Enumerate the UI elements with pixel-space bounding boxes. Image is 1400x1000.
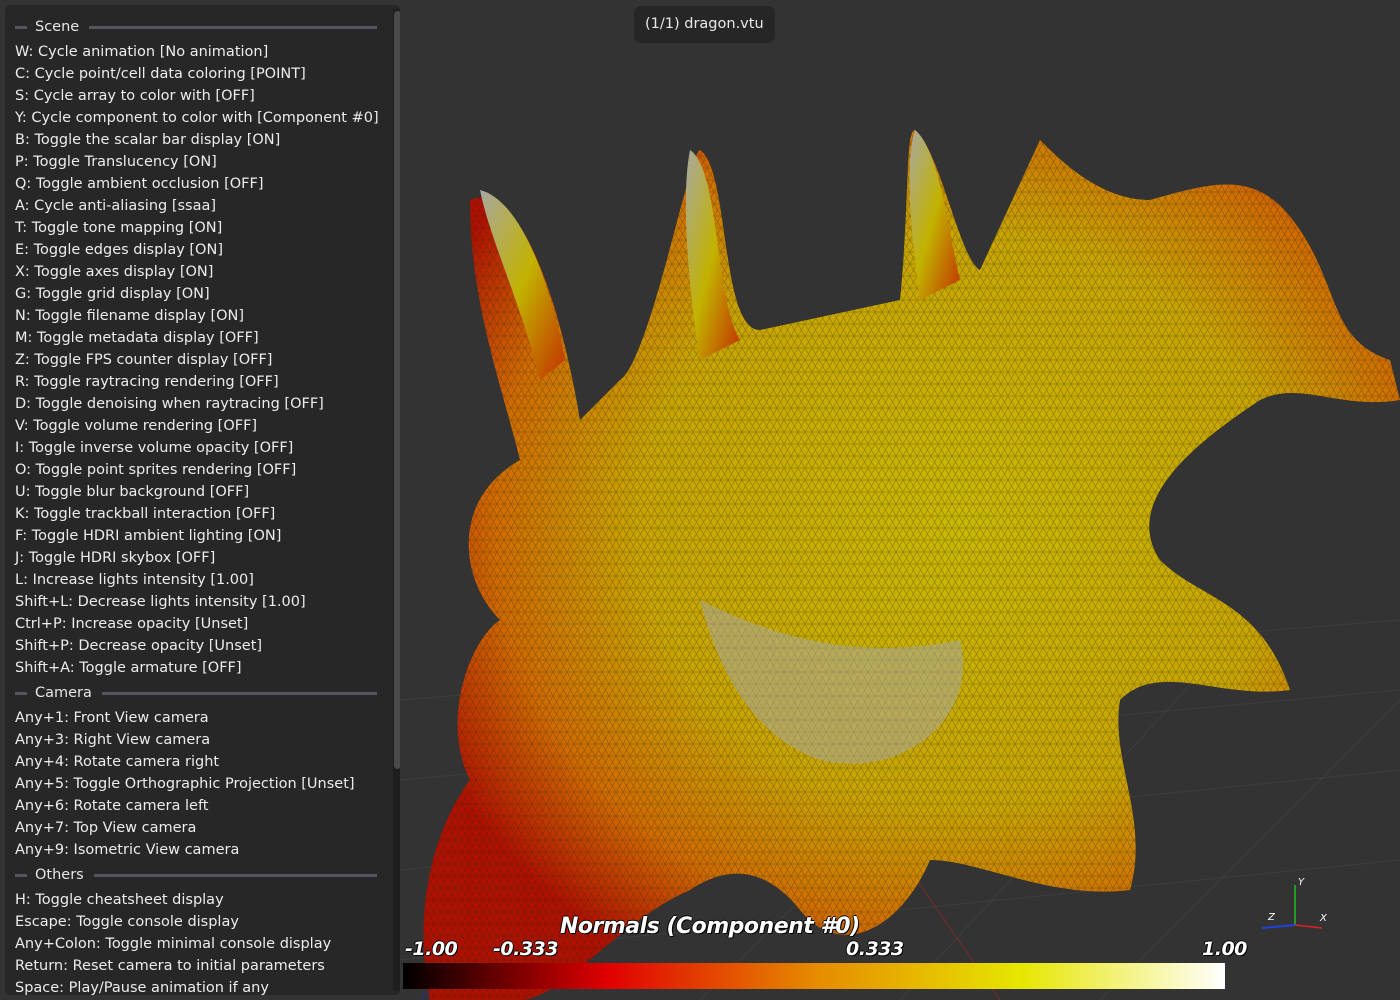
cheatsheet-item: Any+6: Rotate camera left	[15, 798, 209, 814]
axis-y-label: Y	[1298, 877, 1305, 888]
cheatsheet-item: I: Toggle inverse volume opacity [OFF]	[15, 440, 294, 456]
cheatsheet-item: Space: Play/Pause animation if any	[15, 980, 269, 995]
section-header-camera: Camera	[15, 683, 377, 703]
scalar-bar-tick: -1.00	[405, 938, 458, 960]
filename-label: (1/1) dragon.vtu	[634, 6, 775, 43]
cheatsheet-item: Ctrl+P: Increase opacity [Unset]	[15, 616, 249, 632]
axes-widget	[1261, 885, 1323, 929]
cheatsheet-item: T: Toggle tone mapping [ON]	[15, 220, 223, 236]
cheatsheet-item: Any+5: Toggle Orthographic Projection [U…	[15, 776, 355, 792]
divider	[89, 25, 377, 29]
cheatsheet-item: K: Toggle trackball interaction [OFF]	[15, 506, 276, 522]
cheatsheet-scrollbar[interactable]	[393, 9, 400, 991]
cheatsheet-item: O: Toggle point sprites rendering [OFF]	[15, 462, 297, 478]
divider	[15, 691, 27, 695]
cheatsheet-item: E: Toggle edges display [ON]	[15, 242, 223, 258]
cheatsheet-item: Z: Toggle FPS counter display [OFF]	[15, 352, 273, 368]
cheatsheet-item: F: Toggle HDRI ambient lighting [ON]	[15, 528, 282, 544]
cheatsheet-item: V: Toggle volume rendering [OFF]	[15, 418, 258, 434]
cheatsheet-item: Any+3: Right View camera	[15, 732, 211, 748]
cheatsheet-item: C: Cycle point/cell data coloring [POINT…	[15, 66, 306, 82]
scalar-bar-tick: 0.333	[846, 938, 904, 960]
cheatsheet-item: H: Toggle cheatsheet display	[15, 892, 224, 908]
divider	[101, 691, 377, 695]
cheatsheet-item: S: Cycle array to color with [OFF]	[15, 88, 255, 104]
section-title: Scene	[35, 19, 80, 35]
divider	[93, 873, 377, 877]
cheatsheet-item: Any+1: Front View camera	[15, 710, 209, 726]
cheatsheet-item: M: Toggle metadata display [OFF]	[15, 330, 259, 346]
cheatsheet-item: A: Cycle anti-aliasing [ssaa]	[15, 198, 217, 214]
cheatsheet-item: Any+7: Top View camera	[15, 820, 197, 836]
cheatsheet-item: Escape: Toggle console display	[15, 914, 239, 930]
cheatsheet-panel: Scene W: Cycle animation [No animation] C:…	[5, 5, 400, 995]
cheatsheet-item: Return: Reset camera to initial paramete…	[15, 958, 325, 974]
cheatsheet-item: Shift+P: Decrease opacity [Unset]	[15, 638, 263, 654]
cheatsheet-item: Any+4: Rotate camera right	[15, 754, 220, 770]
cheatsheet-item: Shift+L: Decrease lights intensity [1.00…	[15, 594, 306, 610]
scalar-bar-title: Normals (Component #0)	[560, 914, 860, 939]
cheatsheet-item: N: Toggle filename display [ON]	[15, 308, 245, 324]
cheatsheet-item: Any+9: Isometric View camera	[15, 842, 240, 858]
cheatsheet-item: J: Toggle HDRI skybox [OFF]	[15, 550, 216, 566]
cheatsheet-item: R: Toggle raytracing rendering [OFF]	[15, 374, 279, 390]
cheatsheet-item: X: Toggle axes display [ON]	[15, 264, 214, 280]
section-title: Others	[35, 867, 84, 883]
cheatsheet-item: Shift+A: Toggle armature [OFF]	[15, 660, 242, 676]
dragon-model	[423, 130, 1400, 1000]
section-header-scene: Scene	[15, 17, 377, 37]
cheatsheet-item: U: Toggle blur background [OFF]	[15, 484, 250, 500]
cheatsheet-item: B: Toggle the scalar bar display [ON]	[15, 132, 281, 148]
cheatsheet-item: W: Cycle animation [No animation]	[15, 44, 269, 60]
section-header-others: Others	[15, 865, 377, 885]
section-title: Camera	[35, 685, 92, 701]
scalar-bar-gradient	[403, 963, 1225, 989]
cheatsheet-item: Q: Toggle ambient occlusion [OFF]	[15, 176, 264, 192]
cheatsheet-item: P: Toggle Translucency [ON]	[15, 154, 217, 170]
scalar-bar-tick: 1.00	[1202, 938, 1247, 960]
cheatsheet-item: Y: Cycle component to color with [Compon…	[15, 110, 379, 126]
axis-z-label: Z	[1268, 912, 1275, 923]
scrollbar-thumb[interactable]	[394, 11, 400, 769]
cheatsheet-item: D: Toggle denoising when raytracing [OFF…	[15, 396, 324, 412]
axis-x-label: X	[1320, 913, 1327, 924]
cheatsheet-item: L: Increase lights intensity [1.00]	[15, 572, 254, 588]
scalar-bar-tick: -0.333	[493, 938, 558, 960]
divider	[15, 873, 27, 877]
cheatsheet-item: G: Toggle grid display [ON]	[15, 286, 210, 302]
divider	[15, 25, 27, 29]
cheatsheet-item: Any+Colon: Toggle minimal console displa…	[15, 936, 332, 952]
